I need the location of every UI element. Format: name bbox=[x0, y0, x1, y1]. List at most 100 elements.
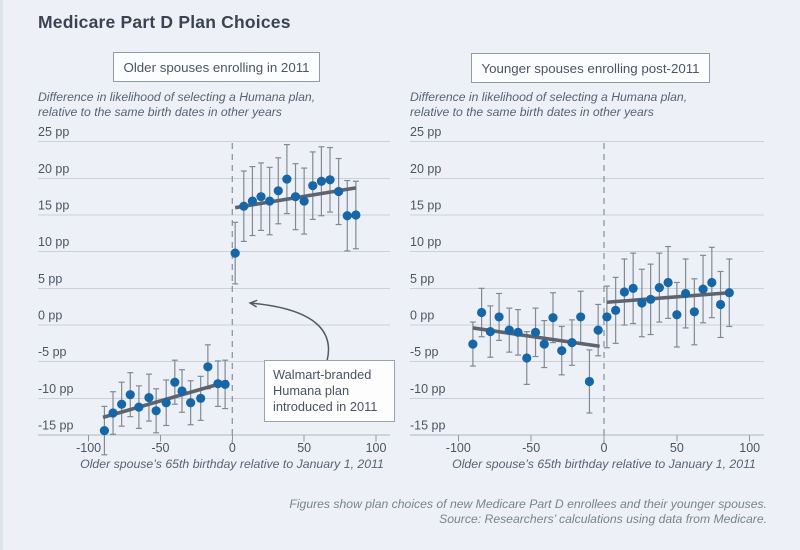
chart-panel-right: 25 pp 20 pp 15 pp 10 pp 5 pp 0 pp -5 pp -10 pp -… bbox=[410, 125, 764, 455]
data-point bbox=[151, 406, 161, 416]
data-point bbox=[177, 386, 187, 396]
data-point bbox=[576, 312, 586, 322]
x-axis-title-left: Older spouse’s 65th birthday relative to… bbox=[80, 457, 384, 471]
data-point bbox=[672, 310, 682, 320]
x-tick-label: 100 bbox=[366, 441, 387, 455]
y-tick-label: -15 pp bbox=[410, 418, 445, 432]
x-tick-label: 50 bbox=[297, 441, 311, 455]
data-point bbox=[477, 307, 487, 318]
data-point bbox=[203, 362, 213, 372]
data-point bbox=[513, 327, 523, 337]
trend-line bbox=[606, 290, 730, 305]
data-point bbox=[99, 425, 110, 436]
y-tick-label: 0 pp bbox=[38, 309, 62, 323]
y-tick-label: 15 pp bbox=[410, 199, 441, 213]
data-point bbox=[125, 390, 135, 400]
x-tick-label: 0 bbox=[229, 441, 236, 455]
footnote-line: Figures show plan choices of new Medicar… bbox=[289, 497, 767, 511]
data-point bbox=[584, 376, 595, 387]
x-tick-label: 100 bbox=[739, 441, 760, 455]
y-axis-description-line: relative to the same birth dates in othe… bbox=[410, 104, 654, 119]
data-point bbox=[308, 181, 318, 191]
data-point bbox=[707, 277, 717, 288]
data-point bbox=[334, 186, 344, 197]
data-point bbox=[351, 210, 361, 220]
y-axis-description-line: Difference in likelihood of selecting a … bbox=[38, 90, 316, 104]
data-point bbox=[196, 393, 206, 403]
annotation-callout-box: Walmart-branded Humana plan introduced i… bbox=[264, 360, 395, 422]
data-point bbox=[663, 277, 673, 288]
data-point bbox=[646, 294, 656, 304]
data-point bbox=[273, 186, 283, 196]
data-point bbox=[698, 284, 708, 294]
figure-title: Medicare Part D Plan Choices bbox=[38, 12, 291, 32]
data-point bbox=[602, 312, 612, 322]
data-point bbox=[134, 402, 144, 412]
data-point bbox=[494, 312, 504, 322]
y-tick-label: -10 pp bbox=[38, 382, 73, 396]
panel-header-younger-spouses: Younger spouses enrolling post-2011 bbox=[471, 53, 710, 83]
y-tick-label: 5 pp bbox=[38, 272, 62, 286]
x-axis-title-right: Older spouse’s 65th birthday relative to… bbox=[452, 457, 756, 471]
data-point bbox=[342, 211, 352, 221]
y-tick-label: 0 pp bbox=[410, 309, 434, 323]
panel-header-label: Older spouses enrolling in 2011 bbox=[123, 59, 310, 75]
data-point bbox=[530, 327, 541, 337]
x-tick-label: -100 bbox=[446, 441, 471, 455]
y-tick-label: -15 pp bbox=[38, 418, 73, 432]
x-tick-label: -50 bbox=[522, 441, 540, 455]
data-point bbox=[567, 337, 577, 348]
y-tick-label: 20 pp bbox=[38, 162, 69, 176]
chart-panel-left: 25 pp 20 pp 15 pp 10 pp 5 pp 0 pp -5 pp -10 pp -… bbox=[38, 125, 390, 456]
data-point bbox=[593, 325, 603, 335]
x-tick-label: 0 bbox=[601, 441, 608, 455]
data-point bbox=[504, 325, 514, 335]
data-point bbox=[325, 175, 335, 185]
data-point bbox=[117, 399, 127, 409]
data-point bbox=[654, 283, 664, 293]
y-tick-label: 20 pp bbox=[410, 162, 441, 176]
data-point bbox=[220, 379, 230, 389]
y-tick-label: 15 pp bbox=[38, 199, 69, 213]
data-point bbox=[468, 339, 478, 349]
data-point bbox=[637, 298, 647, 308]
data-point bbox=[689, 307, 699, 317]
footnote-line: Source: Researchers’ calculations using … bbox=[439, 512, 767, 526]
annotation-line: Walmart-branded bbox=[273, 367, 372, 382]
data-point bbox=[170, 377, 180, 387]
x-tick-label: -100 bbox=[76, 441, 101, 455]
annotation-line: Humana plan bbox=[273, 383, 350, 398]
data-point bbox=[715, 299, 726, 310]
data-point bbox=[144, 392, 154, 403]
data-point bbox=[161, 398, 171, 408]
data-point bbox=[619, 287, 629, 297]
y-tick-label: -5 pp bbox=[38, 345, 67, 359]
data-point bbox=[548, 313, 558, 323]
y-tick-label: 25 pp bbox=[38, 125, 69, 139]
data-point bbox=[485, 326, 495, 337]
data-point bbox=[256, 192, 266, 202]
data-point bbox=[539, 339, 549, 349]
annotation-arrow bbox=[250, 303, 330, 362]
data-point bbox=[265, 196, 275, 206]
data-point bbox=[557, 346, 567, 356]
data-point bbox=[724, 288, 734, 298]
data-point bbox=[316, 176, 326, 186]
data-point bbox=[680, 288, 691, 299]
data-point bbox=[239, 201, 249, 211]
page-edge-decoration bbox=[0, 0, 3, 550]
y-axis-description-right: Difference in likelihood of selecting a … bbox=[410, 90, 687, 119]
y-tick-label: -5 pp bbox=[410, 345, 439, 359]
y-tick-label: 10 pp bbox=[410, 235, 441, 249]
data-point bbox=[108, 408, 118, 418]
data-point bbox=[247, 196, 258, 206]
data-point bbox=[522, 353, 532, 363]
x-tick-label: -50 bbox=[151, 441, 169, 455]
y-tick-label: 5 pp bbox=[410, 272, 434, 286]
data-point bbox=[230, 248, 240, 258]
panel-header-older-spouses: Older spouses enrolling in 2011 bbox=[113, 52, 320, 82]
y-axis-description-line: Difference in likelihood of selecting a … bbox=[410, 90, 688, 104]
x-tick-label: 50 bbox=[670, 441, 684, 455]
